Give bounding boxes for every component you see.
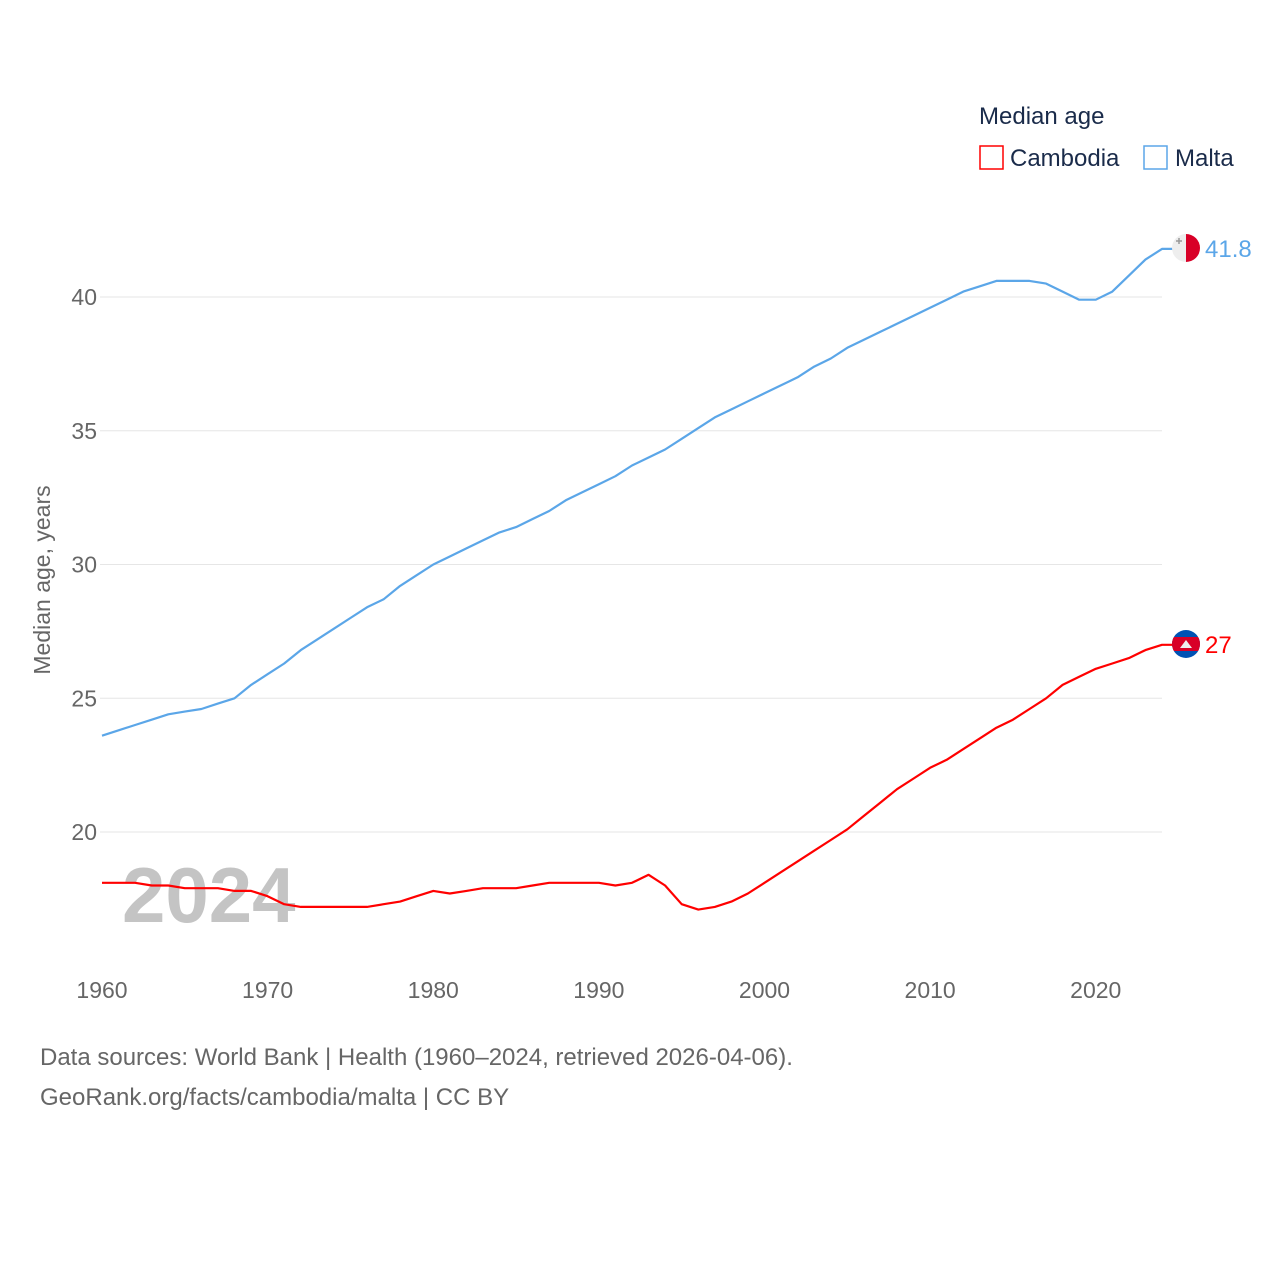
end-label-malta: 41.8 [1205,236,1252,263]
y-tick-label: 40 [71,284,97,310]
legend-swatch-cambodia[interactable] [979,145,1004,170]
x-tick-label: 2000 [739,977,790,1003]
series-line-cambodia[interactable] [102,643,1186,911]
x-tick-label: 1980 [408,977,459,1003]
y-tick-label: 20 [71,819,97,845]
malta-flag-icon [1172,234,1200,262]
x-tick-label: 2020 [1070,977,1121,1003]
y-tick-label: 30 [71,552,97,578]
y-axis-label: Median age, years [29,485,55,674]
legend-label-malta[interactable]: Malta [1175,145,1234,172]
legend-swatch-malta[interactable] [1143,145,1168,170]
y-tick-label: 25 [71,685,97,711]
x-tick-label: 2010 [905,977,956,1003]
legend: Median age Cambodia Malta [979,103,1234,172]
series-line-malta[interactable] [101,247,1186,737]
end-label-cambodia: 27 [1205,632,1232,659]
x-tick-label: 1970 [242,977,293,1003]
footer-link[interactable]: GeoRank.org/facts/cambodia/malta | CC BY [40,1084,510,1111]
legend-title: Median age [979,103,1104,130]
footer-sources: Data sources: World Bank | Health (1960–… [40,1044,793,1071]
y-tick-label: 35 [71,418,97,444]
cambodia-flag-icon [1172,630,1200,658]
year-watermark: 2024 [122,851,296,939]
x-tick-label: 1960 [76,977,127,1003]
x-tick-label: 1990 [573,977,624,1003]
legend-label-cambodia[interactable]: Cambodia [1010,145,1120,172]
